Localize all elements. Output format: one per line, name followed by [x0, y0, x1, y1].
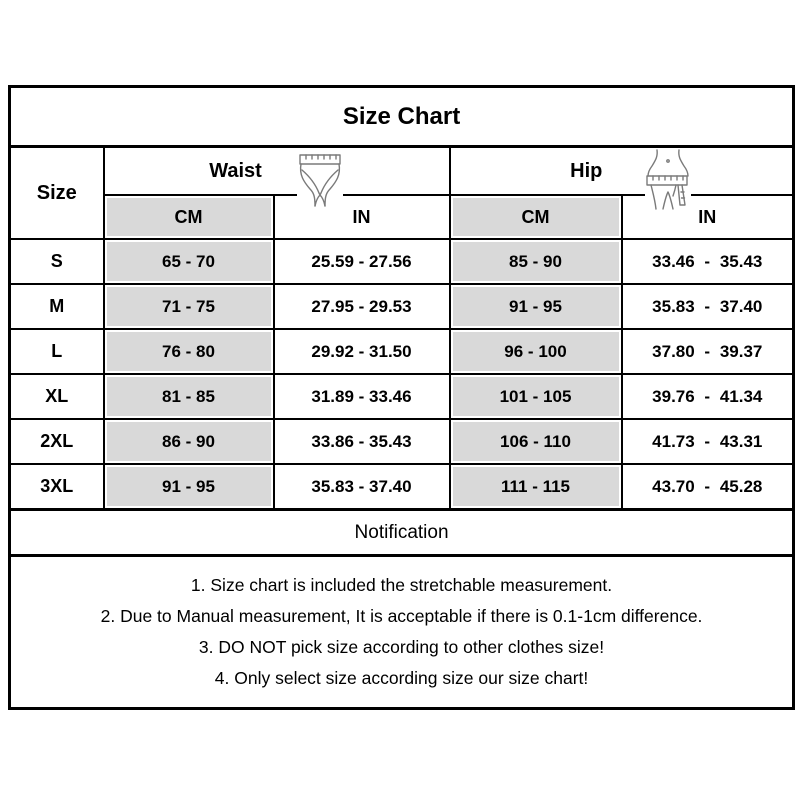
size-label: XL [8, 373, 105, 420]
size-chart-container: Size Chart Size Waist Hip CM IN CM IN S … [8, 85, 796, 710]
hip-cm-value: 85 - 90 [448, 238, 623, 285]
hip-cm-value: 106 - 110 [448, 418, 623, 465]
waist-in-value: 35.83 - 37.40 [272, 463, 451, 511]
page-title: Size Chart [8, 85, 795, 148]
hip-group-label: Hip [570, 159, 603, 182]
waist-cm-value: 76 - 80 [102, 328, 275, 375]
hip-cm-value: 96 - 100 [448, 328, 623, 375]
notification-notes: 1. Size chart is included the stretchabl… [8, 554, 795, 710]
note-line-1: 1. Size chart is included the stretchabl… [190, 575, 613, 595]
hip-cm-header: CM [448, 194, 623, 240]
table-row-3xl: 3XL 91 - 95 35.83 - 37.40 111 - 115 43.7… [8, 463, 795, 511]
size-label: 3XL [8, 463, 105, 511]
hip-measure-icon [645, 148, 691, 210]
hip-cm-value: 91 - 95 [448, 283, 623, 330]
size-label: M [8, 283, 105, 330]
waist-cm-value: 65 - 70 [102, 238, 275, 285]
waist-cm-value: 71 - 75 [102, 283, 275, 330]
waist-in-value: 25.59 - 27.56 [272, 238, 451, 285]
hip-cm-value: 111 - 115 [448, 463, 623, 511]
size-label: L [8, 328, 105, 375]
size-label: S [8, 238, 105, 285]
size-label: 2XL [8, 418, 105, 465]
hip-in-value: 37.80 - 39.37 [620, 328, 795, 375]
size-chart-table: Size Chart Size Waist Hip CM IN CM IN S … [8, 85, 796, 710]
note-line-4: 4. Only select size according size our s… [214, 668, 589, 688]
waist-cm-header: CM [102, 194, 275, 240]
waist-in-value: 31.89 - 33.46 [272, 373, 451, 420]
hip-in-value: 33.46 - 35.43 [620, 238, 795, 285]
table-row-xl: XL 81 - 85 31.89 - 33.46 101 - 105 39.76… [8, 373, 795, 420]
table-row-2xl: 2XL 86 - 90 33.86 - 35.43 106 - 110 41.7… [8, 418, 795, 465]
waist-in-value: 29.92 - 31.50 [272, 328, 451, 375]
waist-in-value: 27.95 - 29.53 [272, 283, 451, 330]
waist-group-header: Waist [102, 145, 451, 196]
hip-in-value: 39.76 - 41.34 [620, 373, 795, 420]
waist-measure-icon [297, 151, 343, 207]
table-row-l: L 76 - 80 29.92 - 31.50 96 - 100 37.80 -… [8, 328, 795, 375]
waist-in-value: 33.86 - 35.43 [272, 418, 451, 465]
note-line-2: 2. Due to Manual measurement, It is acce… [100, 606, 703, 626]
size-column-header: Size [8, 145, 105, 240]
note-line-3: 3. DO NOT pick size according to other c… [198, 637, 605, 657]
table-row-s: S 65 - 70 25.59 - 27.56 85 - 90 33.46 - … [8, 238, 795, 285]
waist-cm-value: 86 - 90 [102, 418, 275, 465]
hip-in-value: 43.70 - 45.28 [620, 463, 795, 511]
waist-group-label: Waist [209, 159, 262, 182]
table-row-m: M 71 - 75 27.95 - 29.53 91 - 95 35.83 - … [8, 283, 795, 330]
waist-cm-value: 81 - 85 [102, 373, 275, 420]
waist-cm-value: 91 - 95 [102, 463, 275, 511]
hip-group-header: Hip [448, 145, 795, 196]
notification-header: Notification [8, 508, 795, 557]
hip-in-value: 35.83 - 37.40 [620, 283, 795, 330]
hip-cm-value: 101 - 105 [448, 373, 623, 420]
hip-in-value: 41.73 - 43.31 [620, 418, 795, 465]
